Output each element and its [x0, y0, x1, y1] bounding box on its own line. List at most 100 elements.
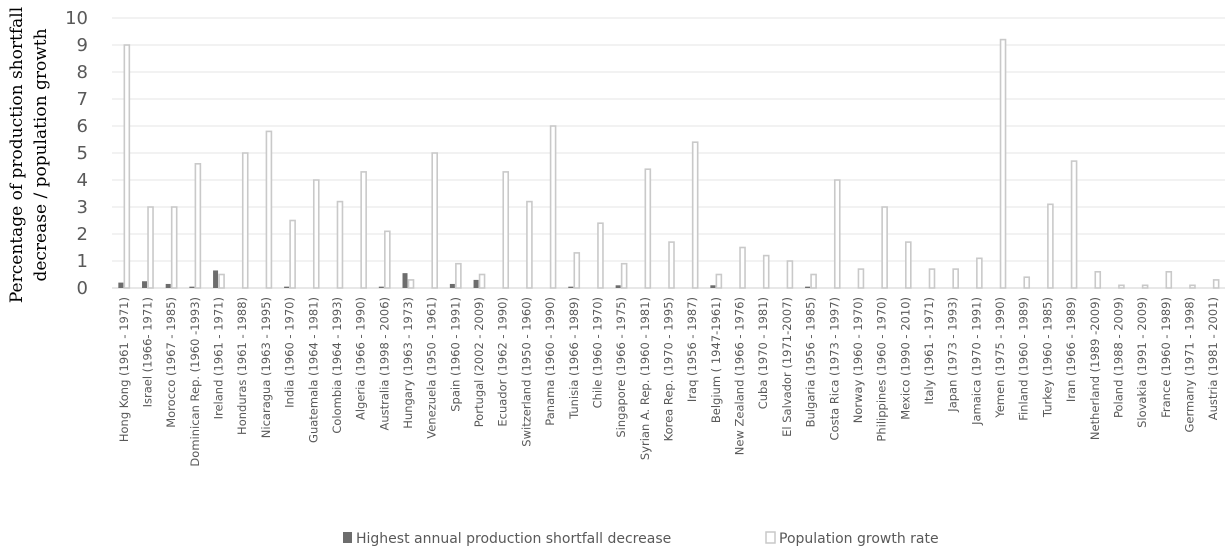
x-category-label: Finland (1960 - 1989): [1017, 297, 1031, 421]
x-category-label: Spain (1960 - 1991): [448, 297, 462, 412]
x-category-label: Guatemala (1964 - 1981): [306, 297, 320, 443]
x-category-label: El Salvador (1971-2007): [780, 297, 794, 437]
bar-shortfall: [165, 283, 171, 288]
legend-label-shortfall: Highest annual production shortfall decr…: [356, 531, 671, 547]
y-tick-label: 9: [77, 35, 88, 56]
x-category-label: Japan (1973 - 1993): [946, 297, 960, 413]
bar-population-growth: [857, 268, 865, 289]
y-tick-label: 10: [65, 8, 88, 29]
bar-population-growth: [644, 168, 652, 289]
legend-swatch-shortfall: [343, 532, 352, 543]
legend: Highest annual production shortfall decr…: [343, 531, 939, 547]
bar-shortfall: [402, 273, 408, 288]
x-category-label: Algeria (1966 - 1990): [354, 297, 368, 420]
bar-population-growth: [312, 179, 320, 289]
bar-population-growth: [928, 268, 936, 289]
x-category-label: Hong Kong (1961 - 1971): [117, 297, 131, 442]
bar-population-growth: [668, 241, 675, 289]
x-category-label: Austria (1981 - 2001): [1206, 297, 1220, 420]
bar-shortfall: [378, 286, 384, 288]
x-category-label: Singapore (1966 - 1975): [614, 297, 628, 438]
y-tick-label: 1: [77, 251, 88, 272]
bar-population-growth: [407, 279, 415, 289]
x-category-label: Belgium ( 1947-1961): [709, 297, 723, 423]
x-category-label: Dominican Rep. (1960 -1993): [188, 297, 202, 467]
x-category-label: Chile (1960 - 1970): [590, 297, 604, 408]
x-category-label: New Zealand (1966 - 1976): [733, 297, 747, 455]
bars: [118, 38, 1220, 289]
x-category-label: Colombia (1964 - 1993): [330, 297, 344, 434]
bar-population-growth: [478, 273, 486, 289]
bar-population-growth: [455, 262, 462, 289]
x-category-label: Yemen (1975 - 1990): [993, 297, 1007, 419]
bar-population-growth: [384, 230, 391, 289]
bar-population-growth: [1023, 276, 1031, 289]
x-category-label: Poland (1988 - 2009): [1111, 297, 1125, 418]
x-category-label: Tunisia (1966 - 1989): [567, 297, 581, 420]
x-category-label: Morocco (1967 - 1985): [164, 297, 178, 428]
bar-population-growth: [1212, 279, 1220, 289]
y-tick-label: 4: [77, 170, 88, 191]
x-category-label: Jamaica (1970 - 1991): [969, 297, 983, 426]
bar-population-growth: [1047, 203, 1054, 289]
bar-population-growth: [431, 152, 438, 289]
bar-population-growth: [1141, 284, 1149, 289]
y-tick-label: 7: [77, 89, 88, 110]
bar-population-growth: [123, 44, 131, 289]
x-category-label: Norway (1960 - 1970): [851, 297, 865, 423]
x-category-label: Turkey (1960 - 1985): [1040, 297, 1054, 418]
x-category-label: Ecuador (1962 - 1990): [496, 297, 510, 427]
x-category-label: Iraq (1956 - 1987): [685, 297, 699, 402]
bar-shortfall: [710, 285, 716, 288]
x-category-label: France (1960 - 1989): [1159, 297, 1173, 418]
x-category-label: Nicaragua (1963 - 1995): [259, 297, 273, 438]
x-category-label: Switzerland (1950 - 1960): [519, 297, 533, 447]
bar-population-growth: [976, 257, 983, 289]
bar-population-growth: [194, 163, 202, 289]
x-axis-category-labels: Hong Kong (1961 - 1971) Israel (1966- 197…: [117, 297, 1220, 467]
x-category-label: Mexico (1990 - 2010): [898, 297, 912, 420]
x-category-label: Philippines (1960 - 1970): [875, 297, 889, 442]
bar-shortfall: [284, 286, 290, 288]
bar-population-growth: [1118, 284, 1125, 289]
x-category-label: Panama (1960 - 1990): [543, 297, 557, 426]
y-tick-label: 5: [77, 143, 88, 164]
bar-population-growth: [833, 179, 841, 289]
x-category-label: Australia (1998 - 2006): [377, 297, 391, 431]
bar-population-growth: [881, 206, 888, 289]
bar-shortfall: [118, 282, 124, 288]
x-category-label: Korea Rep. (1970 - 1995): [662, 297, 676, 441]
bar-shortfall: [615, 285, 621, 288]
bar-population-growth: [573, 252, 581, 289]
x-category-label: Hungary (1963 - 1973): [401, 297, 415, 429]
bar-population-growth: [905, 241, 912, 289]
bar-shortfall: [189, 286, 195, 288]
bar-population-growth: [218, 273, 225, 289]
legend-swatch-population: [765, 531, 776, 544]
bar-population-growth: [597, 222, 604, 289]
x-category-label: Germany (1971 - 1998): [1182, 297, 1196, 432]
x-category-label: Cuba (1970 - 1981): [756, 297, 770, 409]
legend-label-population: Population growth rate: [779, 531, 939, 547]
y-tick-label: 3: [77, 197, 88, 218]
bar-shortfall: [473, 279, 479, 288]
bar-shortfall: [449, 283, 455, 288]
bar-population-growth: [952, 268, 959, 289]
gridlines: [112, 17, 1225, 289]
bar-population-growth: [502, 171, 510, 289]
x-category-label: Honduras (1961 - 1988): [235, 297, 249, 435]
y-tick-label: 0: [77, 278, 88, 299]
bar-population-growth: [999, 38, 1007, 289]
y-tick-label: 6: [77, 116, 88, 137]
x-category-label: Ireland (1961 - 1971): [212, 297, 226, 419]
bar-population-growth: [620, 262, 628, 289]
bar-population-growth: [1165, 270, 1173, 289]
bar-shortfall: [213, 270, 219, 288]
bar-population-growth: [170, 206, 178, 289]
bar-population-growth: [762, 254, 770, 289]
bar-population-growth: [1070, 160, 1078, 289]
bar-population-growth: [739, 246, 746, 289]
y-axis-label-line-2: decrease / population growth: [31, 28, 51, 281]
bar-population-growth: [360, 171, 367, 289]
